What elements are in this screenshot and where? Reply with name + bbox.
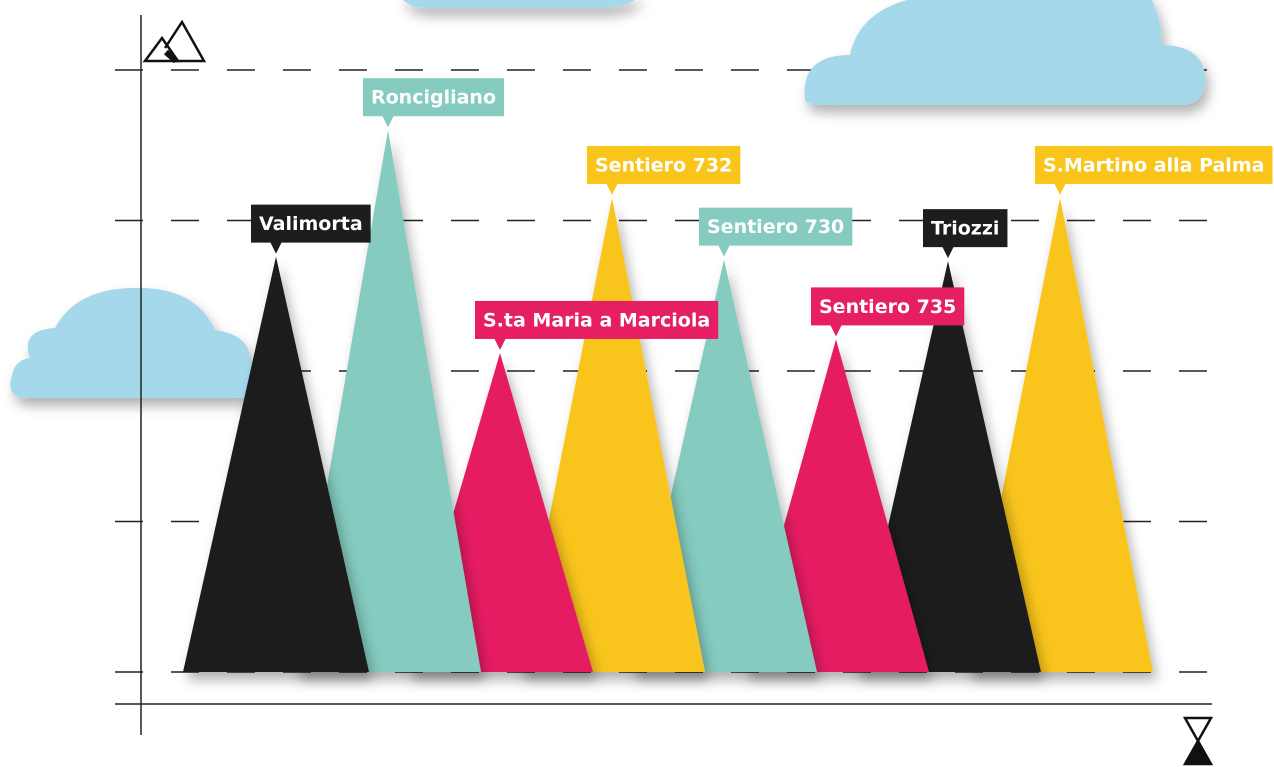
- category-label: Sentiero 732: [595, 154, 732, 176]
- chart: Valimorta Roncigliano S.ta Maria a Marciol…: [0, 0, 1274, 767]
- label-pointer: [382, 115, 394, 127]
- category-label: Triozzi: [931, 218, 999, 240]
- peak-label: Roncigliano: [363, 78, 504, 127]
- label-pointer: [606, 183, 618, 195]
- peak-label: S.Martino alla Palma: [1035, 146, 1272, 195]
- label-pointer: [494, 338, 506, 350]
- category-label: Roncigliano: [371, 87, 496, 109]
- label-pointer: [270, 242, 282, 254]
- label-pointer: [1054, 183, 1066, 195]
- hourglass-icon: [1185, 718, 1211, 764]
- label-pointer: [942, 246, 954, 258]
- category-label: S.ta Maria a Marciola: [483, 309, 710, 331]
- peak-label: Sentiero 730: [699, 208, 852, 257]
- mountain-icon: [145, 22, 204, 61]
- label-pointer: [830, 324, 842, 336]
- category-label: Sentiero 735: [819, 296, 956, 318]
- category-label: Valimorta: [259, 213, 363, 235]
- label-pointer: [718, 245, 730, 257]
- peak-label: Valimorta: [251, 205, 371, 254]
- category-label: S.Martino alla Palma: [1043, 154, 1264, 176]
- category-label: Sentiero 730: [707, 216, 844, 238]
- peak-label: Triozzi: [923, 209, 1007, 258]
- peak-label: Sentiero 732: [587, 146, 740, 195]
